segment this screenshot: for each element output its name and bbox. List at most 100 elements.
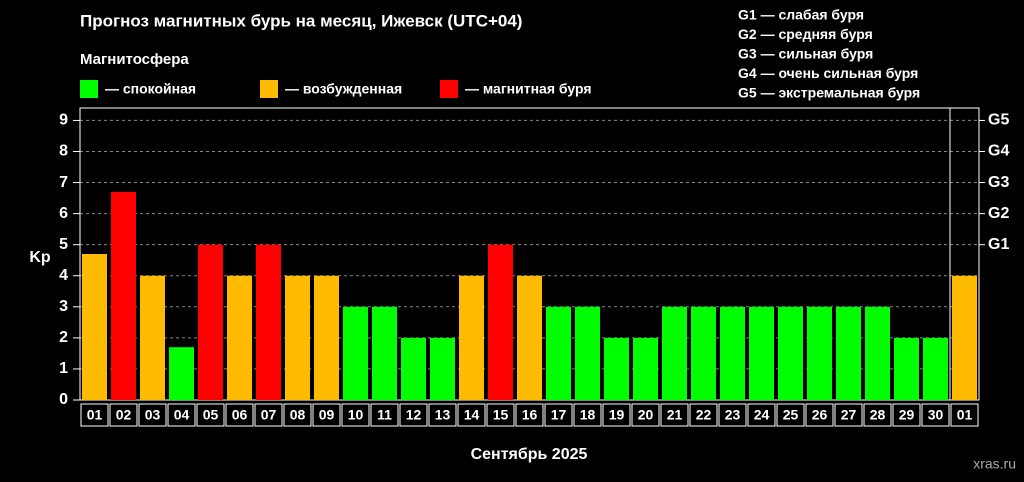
x-tick-label: 07 [261, 407, 277, 423]
bar [430, 337, 455, 400]
y-tick-label: 8 [59, 143, 68, 160]
x-tick-label: 30 [928, 407, 944, 423]
x-tick-box [196, 403, 225, 427]
x-tick-label: 15 [493, 407, 509, 423]
x-tick-box [370, 403, 399, 427]
bar [749, 306, 774, 400]
x-tick-box [834, 403, 863, 427]
legend-label: — возбужденная [285, 81, 402, 97]
storm-level: G5 — экстремальная буря [738, 85, 920, 101]
x-tick-label: 01 [87, 407, 103, 423]
x-tick-label: 09 [319, 407, 335, 423]
bar [575, 306, 600, 400]
storm-level: G2 — средняя буря [738, 26, 873, 42]
legend-swatch [440, 80, 458, 98]
x-tick-box [457, 403, 486, 427]
x-tick-box [805, 403, 834, 427]
x-tick-label: 08 [290, 407, 306, 423]
storm-level: G1 — слабая буря [738, 7, 864, 23]
x-tick-label: 10 [348, 407, 364, 423]
x-tick-label: 23 [725, 407, 741, 423]
bar [169, 347, 194, 400]
x-tick-label: 19 [609, 407, 625, 423]
x-tick-label: 29 [899, 407, 915, 423]
x-tick-box [660, 403, 689, 427]
x-tick-box [515, 403, 544, 427]
x-tick-label: 21 [667, 407, 683, 423]
bar [140, 275, 165, 400]
y-tick-label: 5 [59, 236, 68, 253]
x-tick-box [718, 403, 747, 427]
x-tick-box [225, 403, 254, 427]
legend-swatch [80, 80, 98, 98]
x-tick-label: 11 [377, 407, 392, 423]
y-tick-label: 2 [59, 329, 68, 346]
y-tick-label: 7 [59, 174, 68, 191]
chart-title: Прогноз магнитных бурь на месяц, Ижевск … [80, 11, 522, 30]
x-tick-label: 26 [812, 407, 828, 423]
legend-title: Магнитосфера [80, 51, 189, 68]
y-tick-label: 0 [59, 391, 68, 408]
x-tick-label: 17 [551, 407, 567, 423]
bar [256, 244, 281, 400]
x-tick-label: 03 [145, 407, 161, 423]
x-tick-box [341, 403, 370, 427]
y2-tick-label: G4 [988, 143, 1009, 160]
x-axis-label: Сентябрь 2025 [471, 446, 588, 463]
x-tick-label: 24 [754, 407, 770, 423]
x-tick-box [776, 403, 805, 427]
bar [227, 275, 252, 400]
x-tick-box [109, 403, 138, 427]
bar [198, 244, 223, 400]
x-tick-label: 12 [406, 407, 422, 423]
bar [894, 337, 919, 400]
x-tick-box [863, 403, 892, 427]
storm-level: G3 — сильная буря [738, 46, 873, 62]
y-axis-label: Kp [29, 249, 51, 266]
bar [923, 337, 948, 400]
x-tick-box [602, 403, 631, 427]
bar [633, 337, 658, 400]
x-tick-label: 27 [841, 407, 857, 423]
y-tick-label: 6 [59, 205, 68, 222]
x-tick-label: 16 [522, 407, 538, 423]
x-tick-label: 14 [464, 407, 480, 423]
x-tick-box [167, 403, 196, 427]
y-tick-label: 3 [59, 298, 68, 315]
x-tick-label: 06 [232, 407, 248, 423]
x-tick-box [80, 403, 109, 427]
x-tick-label: 28 [870, 407, 886, 423]
x-tick-label: 01 [957, 407, 973, 423]
x-tick-box [138, 403, 167, 427]
x-tick-box [428, 403, 457, 427]
x-tick-box [312, 403, 341, 427]
bar [488, 244, 513, 400]
x-tick-box [544, 403, 573, 427]
x-tick-label: 02 [116, 407, 132, 423]
x-tick-label: 20 [638, 407, 654, 423]
bar [546, 306, 571, 400]
bar [401, 337, 426, 400]
bar [343, 306, 368, 400]
bar [82, 254, 107, 400]
storm-level: G4 — очень сильная буря [738, 65, 918, 81]
bar [459, 275, 484, 400]
x-tick-box [283, 403, 312, 427]
bar [111, 191, 136, 400]
x-tick-label: 13 [435, 407, 451, 423]
x-tick-box [921, 403, 950, 427]
bar [604, 337, 629, 400]
bar [314, 275, 339, 400]
x-tick-label: 22 [696, 407, 712, 423]
y2-tick-label: G3 [988, 174, 1009, 191]
bar [517, 275, 542, 400]
x-tick-box [892, 403, 921, 427]
x-tick-box [573, 403, 602, 427]
x-tick-box [399, 403, 428, 427]
y2-tick-label: G2 [988, 205, 1009, 222]
legend-label: — спокойная [105, 81, 196, 97]
x-tick-box [747, 403, 776, 427]
bar [865, 306, 890, 400]
x-tick-box [631, 403, 660, 427]
